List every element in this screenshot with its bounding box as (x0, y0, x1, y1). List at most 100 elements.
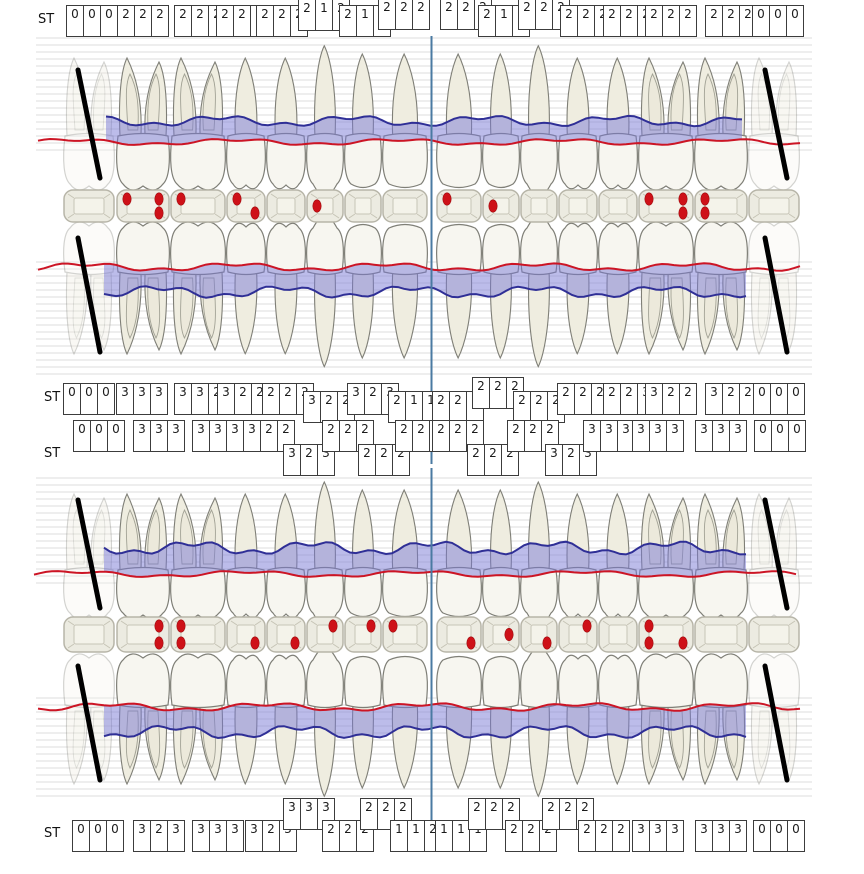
occlusal-tooth[interactable] (482, 616, 520, 653)
st-cell[interactable]: 0 (753, 383, 771, 415)
tooth[interactable] (266, 56, 306, 190)
tooth[interactable] (748, 653, 800, 786)
st-cell[interactable]: 0 (771, 420, 789, 452)
occlusal-tooth[interactable] (520, 189, 558, 223)
st-cell[interactable]: 2 (645, 5, 663, 37)
st-cell[interactable]: 2 (174, 5, 192, 37)
st-cell[interactable]: 2 (562, 444, 580, 476)
st-cell[interactable]: 3 (712, 820, 730, 852)
occlusal-tooth[interactable] (306, 616, 344, 653)
st-cell[interactable]: 0 (97, 383, 115, 415)
occlusal-tooth[interactable] (482, 189, 520, 223)
st-cell[interactable]: 2 (322, 820, 340, 852)
st-cell[interactable]: 2 (395, 420, 413, 452)
st-cell[interactable]: 3 (729, 820, 747, 852)
st-cell[interactable]: 0 (786, 5, 804, 37)
st-cell[interactable]: 3 (150, 383, 168, 415)
st-cell[interactable]: 0 (100, 5, 118, 37)
st-cell[interactable]: 2 (358, 444, 376, 476)
st-cell[interactable]: 1 (315, 0, 333, 31)
st-cell[interactable]: 2 (468, 798, 486, 830)
occlusal-tooth[interactable] (748, 616, 800, 653)
st-cell[interactable]: 2 (505, 820, 523, 852)
st-cell[interactable]: 3 (243, 420, 261, 452)
occlusal-tooth[interactable] (63, 616, 115, 653)
st-cell[interactable]: 2 (560, 5, 578, 37)
st-cell[interactable]: 2 (574, 383, 592, 415)
st-cell[interactable]: 2 (620, 5, 638, 37)
st-cell[interactable]: 3 (245, 820, 263, 852)
st-cell[interactable]: 3 (712, 420, 730, 452)
tooth[interactable] (344, 488, 382, 618)
st-cell[interactable]: 0 (107, 420, 125, 452)
st-cell[interactable]: 2 (489, 377, 507, 409)
occlusal-tooth[interactable] (344, 189, 382, 223)
tooth[interactable] (558, 56, 598, 190)
st-cell[interactable]: 2 (535, 0, 553, 30)
st-cell[interactable]: 0 (752, 5, 770, 37)
st-cell[interactable]: 2 (233, 5, 251, 37)
st-cell[interactable]: 0 (787, 383, 805, 415)
st-cell[interactable]: 2 (322, 420, 340, 452)
st-cell[interactable]: 2 (432, 420, 450, 452)
st-cell[interactable]: 2 (679, 5, 697, 37)
tooth[interactable] (638, 221, 694, 356)
st-cell[interactable]: 3 (283, 798, 301, 830)
st-cell[interactable]: 2 (679, 383, 697, 415)
st-cell[interactable]: 3 (705, 383, 723, 415)
st-cell[interactable]: 3 (174, 383, 192, 415)
st-cell[interactable]: 2 (364, 383, 382, 415)
st-cell[interactable]: 3 (209, 820, 227, 852)
st-cell[interactable]: 0 (73, 420, 91, 452)
occlusal-tooth[interactable] (598, 616, 638, 653)
st-cell[interactable]: 3 (347, 383, 365, 415)
st-cell[interactable]: 2 (467, 444, 485, 476)
tooth[interactable] (382, 52, 428, 189)
st-cell[interactable]: 2 (578, 820, 596, 852)
tooth[interactable] (436, 52, 482, 189)
st-cell[interactable]: 3 (226, 820, 244, 852)
occlusal-tooth[interactable] (558, 616, 598, 653)
st-cell[interactable]: 2 (530, 391, 548, 423)
tooth[interactable] (482, 488, 520, 618)
occlusal-tooth[interactable] (558, 189, 598, 223)
st-cell[interactable]: 2 (234, 383, 252, 415)
st-cell[interactable]: 3 (632, 420, 650, 452)
st-cell[interactable]: 0 (770, 820, 788, 852)
st-cell[interactable]: 2 (722, 5, 740, 37)
st-cell[interactable]: 3 (217, 383, 235, 415)
st-cell[interactable]: 2 (339, 420, 357, 452)
st-cell[interactable]: 2 (320, 391, 338, 423)
st-cell[interactable]: 2 (577, 5, 595, 37)
st-cell[interactable]: 3 (283, 444, 301, 476)
tooth[interactable] (382, 223, 428, 360)
st-cell[interactable]: 2 (524, 420, 542, 452)
st-cell[interactable]: 2 (662, 5, 680, 37)
st-cell[interactable]: 1 (452, 820, 470, 852)
st-cell[interactable]: 3 (167, 420, 185, 452)
occlusal-tooth[interactable] (436, 616, 482, 653)
st-cell[interactable]: 2 (388, 391, 406, 423)
st-cell[interactable]: 2 (440, 0, 458, 30)
st-cell[interactable]: 2 (216, 5, 234, 37)
occlusal-tooth[interactable] (436, 189, 482, 223)
st-cell[interactable]: 3 (133, 383, 151, 415)
occlusal-tooth[interactable] (520, 616, 558, 653)
occlusal-tooth[interactable] (226, 616, 266, 653)
st-cell[interactable]: 2 (522, 820, 540, 852)
tooth[interactable] (63, 221, 115, 356)
st-cell[interactable]: 2 (559, 798, 577, 830)
st-cell[interactable]: 2 (134, 5, 152, 37)
st-cell[interactable]: 0 (66, 5, 84, 37)
st-cell[interactable]: 2 (378, 0, 396, 30)
occlusal-tooth[interactable] (694, 616, 748, 653)
st-cell[interactable]: 2 (339, 5, 357, 37)
st-cell[interactable]: 3 (583, 420, 601, 452)
st-cell[interactable]: 3 (645, 383, 663, 415)
st-cell[interactable]: 2 (151, 5, 169, 37)
st-cell[interactable]: 3 (695, 820, 713, 852)
occlusal-tooth[interactable] (598, 189, 638, 223)
st-cell[interactable]: 2 (150, 820, 168, 852)
st-cell[interactable]: 3 (649, 820, 667, 852)
st-cell[interactable]: 2 (262, 383, 280, 415)
